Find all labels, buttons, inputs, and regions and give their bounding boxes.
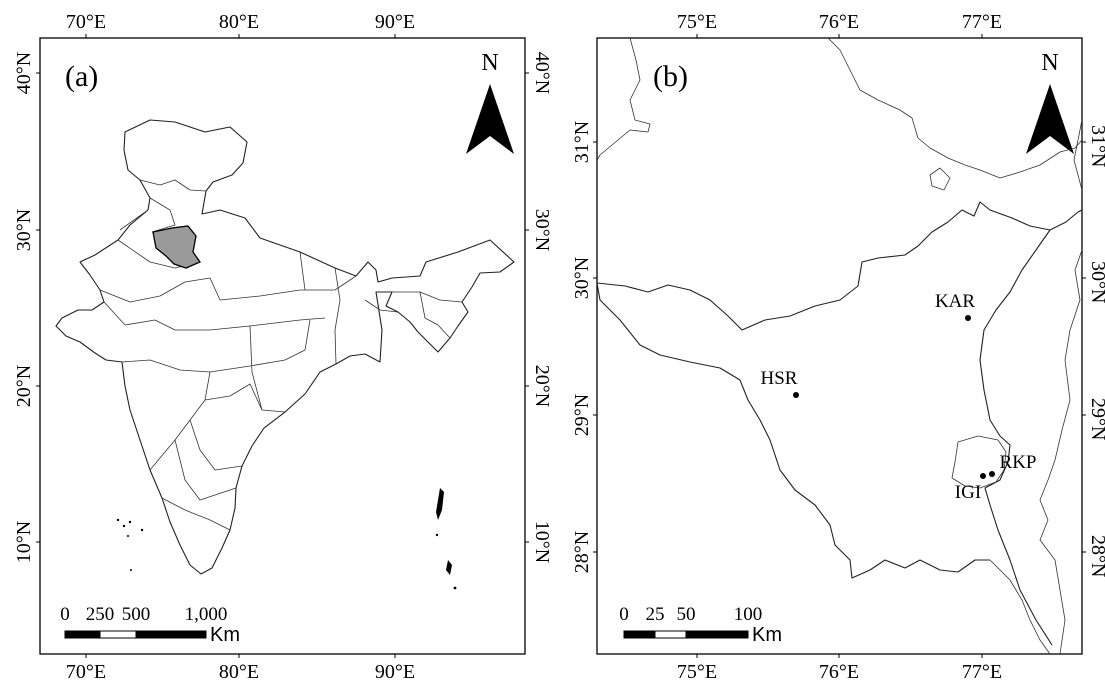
- panel-b-left-lat-tick: 31°N: [571, 121, 593, 163]
- panel-a-top-lon-tick: 70°E: [66, 11, 106, 33]
- panel-b-bottom-lon-tick: 77°E: [962, 661, 1002, 683]
- site-hsr-marker: [793, 392, 799, 398]
- panel-b-scale-tick: 100: [734, 604, 763, 625]
- panel-b-frame: [596, 37, 1083, 655]
- panel-b-left-lat-tick: 28°N: [571, 531, 593, 573]
- site-igi-label: IGI: [955, 482, 981, 503]
- india-state-boundaries: [99, 179, 463, 531]
- north-border: [827, 38, 1082, 179]
- panel-a-bottom-lon-tick: 80°E: [219, 661, 259, 683]
- panel-a-scale-unit: Km: [210, 624, 240, 646]
- panel-b-top-lon-tick: 77°E: [962, 11, 1002, 33]
- panel-a-top-ticks: 70°E 80°E 90°E: [66, 11, 415, 38]
- site-hsr-label: HSR: [761, 368, 798, 389]
- panel-a-bottom-lon-tick: 90°E: [375, 661, 415, 683]
- panel-b-top-ticks: 75°E 76°E 77°E: [677, 11, 1002, 38]
- panel-b-scale-tick: 50: [677, 604, 696, 625]
- panel-a-scale-bar: 0 250 500 1,000 Km: [60, 604, 240, 646]
- panel-b-bottom-lon-tick: 75°E: [677, 661, 717, 683]
- panel-a-left-lat-tick: 40°N: [13, 52, 35, 94]
- site-kar-marker: [965, 315, 971, 321]
- panel-b-top-lon-tick: 76°E: [819, 11, 859, 33]
- north-arrow-icon: [1026, 84, 1074, 154]
- panel-a-scale-tick: 500: [122, 604, 151, 625]
- panel-a-scale-tick: 0: [60, 604, 70, 625]
- haryana-outline: [597, 201, 1082, 646]
- delhi-outline: [951, 435, 1007, 489]
- panel-b-scale-tick: 25: [646, 604, 665, 625]
- panel-b-left-lat-tick: 30°N: [571, 257, 593, 299]
- north-loop: [929, 167, 951, 191]
- panel-a: 70°E 80°E 90°E 70°E 80°E 90°E 40°N 30°N …: [13, 11, 553, 683]
- site-kar-label: KAR: [935, 291, 975, 312]
- site-markers: KAR HSR RKP IGI: [761, 291, 1037, 503]
- panel-b-bottom-lon-tick: 76°E: [819, 661, 859, 683]
- panel-b-bottom-ticks: 75°E 76°E 77°E: [677, 654, 1002, 683]
- panel-a-frame: [39, 37, 526, 655]
- panel-a-bottom-lon-tick: 70°E: [66, 661, 106, 683]
- panel-b: 75°E 76°E 77°E 75°E 76°E 77°E 31°N 30°N …: [571, 11, 1105, 683]
- east-border: [1039, 119, 1082, 654]
- panel-b-scale-bar: 0 25 50 100 Km: [619, 604, 782, 646]
- north-arrow-icon: [466, 84, 514, 154]
- panel-a-north-arrow: N: [466, 50, 514, 154]
- panel-b-scale-tick: 0: [619, 604, 629, 625]
- haryana-map: [597, 38, 1082, 654]
- panel-a-label: (a): [65, 60, 98, 93]
- panel-a-north-label: N: [481, 50, 498, 76]
- panel-a-right-lat-tick: 20°N: [531, 365, 553, 407]
- panel-a-right-lat-tick: 10°N: [531, 521, 553, 563]
- panel-b-right-lat-tick: 29°N: [1087, 398, 1105, 440]
- panel-a-left-lat-tick: 30°N: [13, 209, 35, 251]
- panel-a-bottom-ticks: 70°E 80°E 90°E: [66, 654, 415, 683]
- panel-a-left-lat-tick: 20°N: [13, 365, 35, 407]
- panel-b-north-arrow: N: [1026, 50, 1074, 154]
- panel-a-left-lat-tick: 10°N: [13, 521, 35, 563]
- panel-b-north-label: N: [1041, 50, 1058, 76]
- panel-b-right-lat-tick: 28°N: [1087, 535, 1105, 577]
- panel-a-scale-tick: 1,000: [185, 604, 228, 625]
- site-rkp-label: RKP: [1000, 452, 1037, 473]
- panel-b-right-lat-tick: 30°N: [1087, 261, 1105, 303]
- panel-b-left-lat-tick: 29°N: [571, 394, 593, 436]
- panel-a-right-ticks: 40°N 30°N 20°N 10°N: [525, 52, 553, 563]
- panel-a-scale-tick: 250: [86, 604, 115, 625]
- india-map: [55, 119, 515, 590]
- haryana-highlight-region: [152, 225, 201, 269]
- panel-b-top-lon-tick: 75°E: [677, 11, 717, 33]
- panel-b-scale-unit: Km: [752, 624, 782, 646]
- northwest-border: [597, 38, 651, 161]
- panel-b-left-ticks: 31°N 30°N 29°N 28°N: [571, 121, 597, 573]
- panel-a-top-lon-tick: 90°E: [375, 11, 415, 33]
- south-border: [989, 559, 1051, 654]
- site-igi-marker: [980, 473, 986, 479]
- panel-b-right-lat-tick: 31°N: [1087, 125, 1105, 167]
- india-country-outline: [55, 119, 515, 575]
- island-groups: [116, 488, 457, 590]
- panel-b-right-ticks: 31°N 30°N 29°N 28°N: [1082, 125, 1105, 577]
- panel-a-left-ticks: 40°N 30°N 20°N 10°N: [13, 52, 40, 563]
- panel-a-right-lat-tick: 40°N: [531, 52, 553, 94]
- panel-b-label: (b): [653, 60, 688, 93]
- panel-a-top-lon-tick: 80°E: [219, 11, 259, 33]
- panel-a-right-lat-tick: 30°N: [531, 209, 553, 251]
- site-rkp-marker: [989, 471, 995, 477]
